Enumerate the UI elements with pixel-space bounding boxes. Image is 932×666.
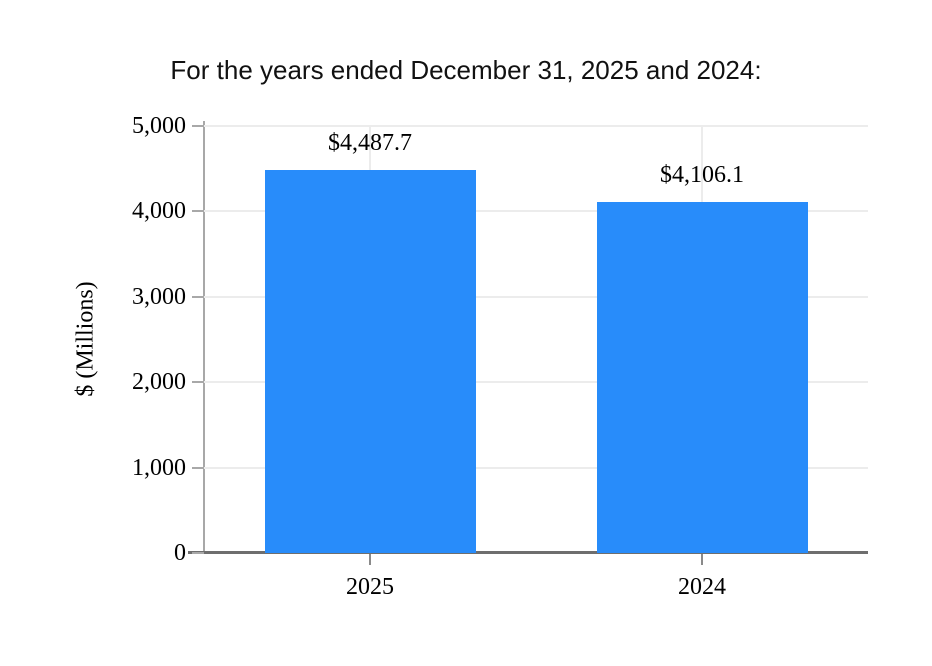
h-gridline [204,381,868,384]
y-axis-title: $ (Millions) [72,281,99,397]
y-tick [192,210,204,213]
plot-area: $4,487.7 $4,106.1 [204,125,868,553]
y-tick [192,552,204,554]
x-axis-line [188,551,868,554]
x-category-label: 2024 [678,574,726,600]
h-gridline [204,210,868,213]
y-tick-label: 1,000 [132,454,186,481]
y-axis-line [203,121,205,554]
chart-title: For the years ended December 31, 2025 an… [170,55,762,85]
y-tick-label: 4,000 [132,198,186,225]
y-tick [192,125,204,127]
h-gridline [204,295,868,298]
y-tick [192,381,204,384]
h-gridline [204,466,868,469]
h-gridline [204,125,868,127]
bar-value-label: $4,106.1 [660,162,744,189]
x-tick [369,554,371,565]
y-tick-label: 0 [174,540,186,566]
y-tick-label: 5,000 [132,113,186,139]
bar-2024 [596,202,808,553]
x-category-label: 2025 [346,574,394,600]
y-tick-label: 3,000 [132,283,186,310]
y-tick-label: 2,000 [132,369,186,396]
y-tick [192,295,204,298]
bar-2025 [264,169,476,553]
x-tick [701,554,703,565]
bar-value-label: $4,487.7 [328,129,412,156]
y-tick [192,466,204,469]
